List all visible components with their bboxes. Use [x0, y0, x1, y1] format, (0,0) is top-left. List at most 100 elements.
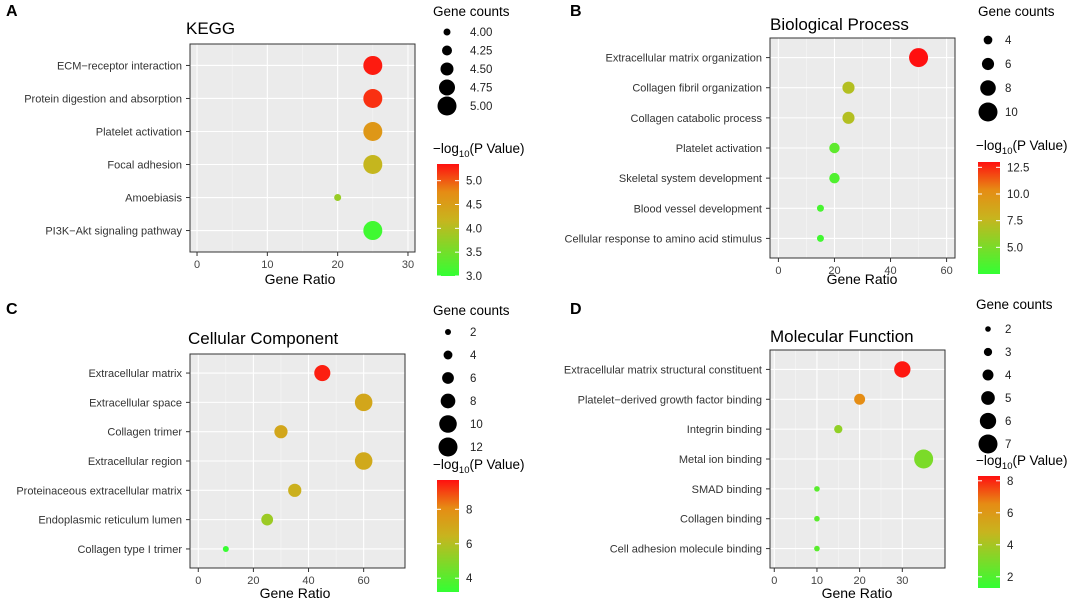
color-tick-label: 5.0 [1007, 242, 1023, 254]
data-point [274, 425, 288, 439]
data-point [363, 55, 383, 75]
x-axis-label: Gene Ratio [260, 585, 331, 601]
category-label: Blood vessel development [634, 203, 762, 215]
size-legend-dot [438, 437, 458, 457]
category-label: Extracellular region [88, 456, 182, 468]
size-legend-dot [982, 369, 994, 381]
panel-title: KEGG [186, 19, 235, 38]
color-tick-label: 2 [1007, 572, 1013, 584]
x-axis-label: Gene Ratio [822, 585, 893, 601]
color-tick-label: 3.5 [466, 247, 482, 259]
data-point [354, 393, 373, 412]
size-legend-label: 12 [470, 442, 483, 454]
panel-c: C Cellular Component 0 20 40 60 Extracellular … [6, 301, 525, 601]
panel-letter: A [6, 3, 18, 20]
color-tick-label: 3.0 [466, 271, 482, 283]
data-point [816, 234, 824, 242]
category-label: Cellular response to amino acid stimulus [565, 233, 763, 245]
size-legend-dot [440, 393, 456, 409]
size-legend-label: 6 [1005, 59, 1011, 71]
color-tick-label: 8 [1007, 476, 1013, 488]
color-bar [437, 480, 459, 592]
x-axis-label: Gene Ratio [265, 271, 336, 287]
size-legend-title: Gene counts [433, 4, 510, 19]
panel-letter: D [570, 301, 582, 318]
size-legend-dot [983, 35, 993, 45]
color-tick-label: 4.5 [466, 200, 482, 212]
data-point [334, 194, 342, 202]
size-legend-dot [981, 57, 995, 71]
color-legend-title-sub: 10 [459, 149, 470, 160]
data-point [314, 364, 331, 382]
color-tick-label: 8 [466, 504, 472, 516]
data-point [842, 111, 855, 124]
color-legend-title-prefix: −log [433, 141, 459, 156]
size-legend-dot [443, 350, 453, 360]
size-legend-label: 10 [1005, 107, 1018, 119]
category-label: Endoplasmic reticulum lumen [38, 515, 182, 527]
x-tick-label: 10 [261, 259, 273, 271]
category-label: Extracellular space [89, 397, 182, 409]
category-label: SMAD binding [692, 484, 762, 496]
plot-frame [769, 37, 956, 259]
x-tick-label: 40 [302, 575, 314, 587]
size-legend-label: 8 [470, 396, 476, 408]
data-point [354, 452, 373, 470]
data-point [288, 483, 302, 497]
data-point [854, 393, 866, 405]
color-tick-label: 6 [1007, 508, 1013, 520]
category-label: Collagen type I trimer [77, 544, 182, 556]
category-label: Skeletal system development [619, 173, 762, 185]
x-tick-label: 30 [896, 575, 908, 587]
size-legend-dot [978, 434, 998, 454]
x-tick-label: 0 [775, 265, 781, 277]
category-label: Integrin binding [687, 424, 762, 436]
category-label: Proteinaceous extracellular matrix [16, 485, 182, 497]
size-legend-dot [981, 391, 995, 405]
size-legend-label: 4.00 [470, 27, 492, 39]
size-legend-label: 7 [1005, 439, 1011, 451]
size-legend-dot [443, 28, 451, 36]
size-legend-label: 4.25 [470, 46, 492, 58]
x-tick-label: 60 [358, 575, 370, 587]
color-tick-label: 12.5 [1007, 162, 1029, 174]
x-tick-label: 60 [940, 265, 952, 277]
size-legend-dot [440, 62, 454, 76]
data-point [914, 449, 934, 469]
data-point [261, 513, 274, 526]
panel-title: Biological Process [770, 15, 909, 34]
color-legend-title-suffix: (P Value) [1012, 453, 1067, 468]
size-legend-dot [980, 80, 996, 96]
color-legend-title: −log10(P Value) [433, 141, 525, 160]
color-tick-label: 4 [1007, 540, 1014, 552]
size-legend-dot [439, 415, 457, 433]
category-label: Extracellular matrix structural constitu… [564, 364, 762, 376]
color-legend-title: −log10(P Value) [433, 457, 525, 476]
x-tick-label: 10 [811, 575, 823, 587]
data-point [842, 81, 855, 94]
panel-title: Molecular Function [770, 327, 914, 346]
color-bar [978, 476, 1000, 588]
color-legend-title-prefix: −log [976, 138, 1002, 153]
x-tick-label: 30 [402, 259, 414, 271]
color-legend-title-suffix: (P Value) [469, 141, 524, 156]
data-point [363, 121, 383, 141]
panel-b: B Biological Process 0 20 40 60 Extracellular … [565, 3, 1068, 287]
size-legend-dot [978, 102, 998, 122]
color-legend-title-suffix: (P Value) [1012, 138, 1067, 153]
category-label: Platelet activation [676, 143, 762, 155]
size-legend-label: 6 [1005, 416, 1011, 428]
size-legend-dot [442, 372, 454, 384]
size-legend-label: 4.75 [470, 83, 492, 95]
category-label: Collagen fibril organization [632, 83, 762, 95]
size-legend-title: Gene counts [433, 303, 510, 318]
panel-letter: B [570, 3, 582, 20]
category-label: Collagen catabolic process [631, 113, 763, 125]
size-legend-title: Gene counts [976, 297, 1053, 312]
color-tick-label: 4.0 [466, 223, 482, 235]
color-legend-title-sub: 10 [459, 465, 470, 476]
size-legend-label: 8 [1005, 83, 1011, 95]
size-legend-dot [439, 79, 455, 96]
size-legend-label: 2 [1005, 324, 1011, 336]
category-label: Protein digestion and absorption [24, 93, 182, 105]
